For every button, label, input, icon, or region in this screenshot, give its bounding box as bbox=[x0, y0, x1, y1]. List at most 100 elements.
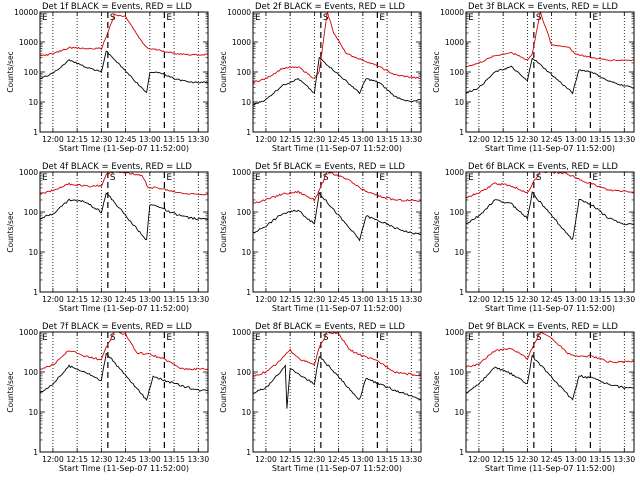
y-tick-label: 1000 bbox=[19, 328, 38, 337]
y-axis-label: Counts/sec bbox=[6, 211, 15, 252]
marker-label-E-start: E bbox=[255, 333, 261, 343]
x-tick-label: 13:30 bbox=[187, 295, 209, 304]
series-line-events bbox=[40, 192, 208, 241]
x-tick-label: 13:00 bbox=[565, 455, 587, 464]
x-tick-label: 12:00 bbox=[42, 135, 64, 144]
x-tick-label: 12:45 bbox=[328, 295, 350, 304]
y-tick-label: 1000 bbox=[232, 38, 251, 47]
y-tick-label: 10 bbox=[28, 248, 38, 257]
x-tick-label: 12:45 bbox=[115, 295, 137, 304]
marker-label-E: E bbox=[166, 173, 172, 183]
panel-title: Det 1f BLACK = Events, RED = LLD bbox=[42, 2, 192, 12]
panel-det-1f: Det 1f BLACK = Events, RED = LLD 12:00 12:… bbox=[6, 2, 209, 153]
x-axis-label: Start Time (11-Sep-07 11:52:00) bbox=[272, 304, 402, 313]
y-tick-label: 10 bbox=[454, 248, 464, 257]
y-tick-label: 100 bbox=[450, 208, 465, 217]
series-line-lld bbox=[466, 12, 634, 68]
x-axis-label: Start Time (11-Sep-07 11:52:00) bbox=[485, 464, 615, 473]
x-tick-label: 12:30 bbox=[304, 135, 326, 144]
y-axis-label: Counts/sec bbox=[432, 51, 441, 92]
y-tick-label: 10 bbox=[454, 98, 464, 107]
y-tick-label: 1 bbox=[459, 288, 464, 297]
x-tick-label: 12:45 bbox=[328, 135, 350, 144]
x-axis-label: Start Time (11-Sep-07 11:52:00) bbox=[59, 464, 189, 473]
x-tick-label: 12:45 bbox=[115, 135, 137, 144]
x-tick-label: 13:30 bbox=[187, 135, 209, 144]
x-tick-label: 13:00 bbox=[352, 295, 374, 304]
y-tick-label: 100 bbox=[450, 68, 465, 77]
series-line-events bbox=[40, 50, 208, 94]
x-tick-label: 13:30 bbox=[400, 135, 422, 144]
marker-label-E: E bbox=[166, 13, 172, 23]
series-line-lld bbox=[466, 172, 634, 199]
y-tick-label: 100 bbox=[450, 368, 465, 377]
series-line-lld bbox=[253, 332, 421, 378]
y-tick-label: 1 bbox=[246, 448, 251, 457]
y-axis-label: Counts/sec bbox=[6, 51, 15, 92]
x-tick-label: 12:00 bbox=[468, 295, 490, 304]
x-tick-label: 12:00 bbox=[255, 295, 277, 304]
y-tick-label: 100 bbox=[237, 368, 252, 377]
x-tick-label: 13:15 bbox=[376, 455, 398, 464]
marker-label-E-start: E bbox=[255, 173, 261, 183]
y-tick-label: 10 bbox=[241, 248, 251, 257]
x-tick-label: 12:15 bbox=[492, 135, 514, 144]
x-tick-label: 12:15 bbox=[492, 455, 514, 464]
x-tick-label: 12:15 bbox=[279, 455, 301, 464]
y-tick-label: 10 bbox=[241, 98, 251, 107]
y-tick-label: 100 bbox=[24, 208, 39, 217]
y-axis-label: Counts/sec bbox=[219, 51, 228, 92]
x-axis-label: Start Time (11-Sep-07 11:52:00) bbox=[59, 144, 189, 153]
y-tick-label: 10000 bbox=[227, 8, 251, 17]
marker-label-E-start: E bbox=[255, 13, 261, 23]
y-tick-label: 100 bbox=[24, 368, 39, 377]
panel-title: Det 2f BLACK = Events, RED = LLD bbox=[255, 2, 405, 12]
y-tick-label: 1000 bbox=[19, 38, 38, 47]
x-tick-label: 13:00 bbox=[565, 295, 587, 304]
series-line-lld bbox=[466, 332, 634, 368]
series-line-events bbox=[466, 354, 634, 401]
x-tick-label: 13:15 bbox=[589, 295, 611, 304]
x-tick-label: 13:15 bbox=[376, 295, 398, 304]
x-tick-label: 12:00 bbox=[42, 295, 64, 304]
x-tick-label: 13:30 bbox=[613, 135, 635, 144]
x-tick-label: 13:30 bbox=[400, 295, 422, 304]
panel-title: Det 8f BLACK = Events, RED = LLD bbox=[255, 322, 405, 332]
series-line-events bbox=[253, 56, 421, 106]
y-tick-label: 1 bbox=[33, 448, 38, 457]
y-tick-label: 10 bbox=[28, 98, 38, 107]
x-tick-label: 12:00 bbox=[42, 455, 64, 464]
marker-label-E: E bbox=[379, 333, 385, 343]
marker-label-S: S bbox=[536, 333, 542, 343]
x-tick-label: 12:30 bbox=[91, 295, 113, 304]
marker-label-S: S bbox=[536, 173, 542, 183]
x-tick-label: 12:15 bbox=[492, 295, 514, 304]
marker-label-E: E bbox=[379, 173, 385, 183]
marker-label-S: S bbox=[323, 173, 329, 183]
series-line-events bbox=[466, 191, 634, 240]
panel-title: Det 3f BLACK = Events, RED = LLD bbox=[468, 2, 618, 12]
y-tick-label: 10 bbox=[28, 408, 38, 417]
panel-title: Det 9f BLACK = Events, RED = LLD bbox=[468, 322, 618, 332]
y-tick-label: 1000 bbox=[232, 328, 251, 337]
x-tick-label: 13:00 bbox=[139, 295, 161, 304]
x-tick-label: 12:45 bbox=[115, 455, 137, 464]
y-axis-label: Counts/sec bbox=[219, 211, 228, 252]
x-tick-label: 12:00 bbox=[255, 135, 277, 144]
series-line-events bbox=[253, 191, 421, 242]
series-line-events bbox=[40, 352, 208, 402]
y-tick-label: 1000 bbox=[445, 168, 464, 177]
y-tick-label: 1000 bbox=[445, 328, 464, 337]
x-tick-label: 13:30 bbox=[613, 455, 635, 464]
x-tick-label: 13:00 bbox=[352, 135, 374, 144]
y-tick-label: 100 bbox=[237, 208, 252, 217]
y-tick-label: 10 bbox=[454, 408, 464, 417]
marker-label-S: S bbox=[323, 13, 329, 23]
plot-frame bbox=[252, 11, 422, 133]
marker-label-E-start: E bbox=[468, 13, 474, 23]
